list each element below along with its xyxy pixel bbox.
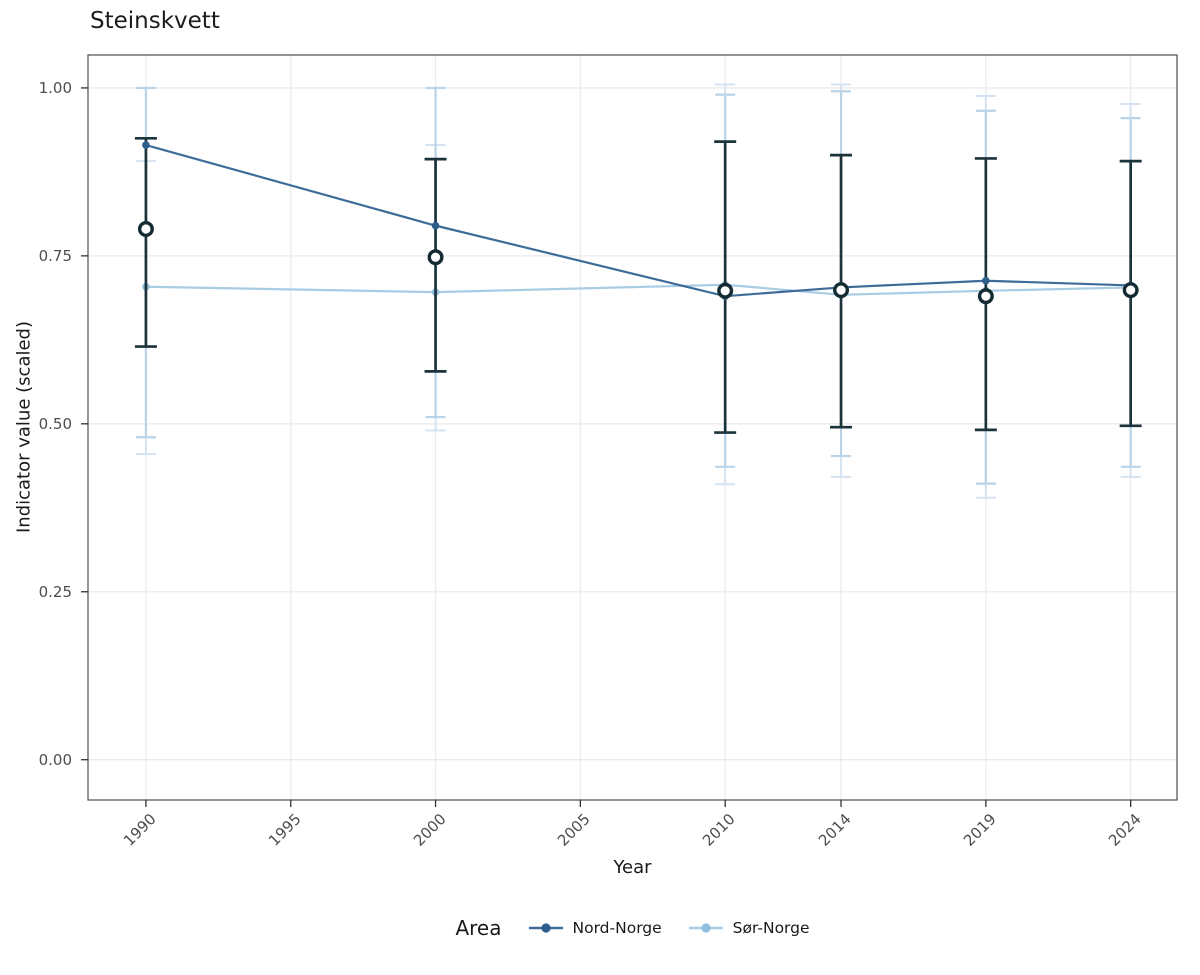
y-tick-label: 0.25: [38, 582, 72, 601]
legend-key-icon: [528, 923, 563, 933]
chart-title: Steinskvett: [90, 8, 220, 34]
legend-label: Nord-Norge: [572, 919, 662, 937]
y-tick-label: 0.50: [38, 414, 72, 433]
open-circle-markers: [137, 220, 1139, 305]
legend-item-sor-norge: Sør-Norge: [688, 919, 810, 937]
legend-label: Sør-Norge: [732, 919, 810, 937]
legend-key-icon: [688, 923, 723, 933]
y-tick-label: 0.75: [38, 246, 72, 265]
gridlines: [88, 55, 1177, 800]
legend-title: Area: [455, 916, 502, 940]
legend-item-nord-norge: Nord-Norge: [528, 919, 662, 937]
legend: Area Nord-Norge Sør-Norge: [88, 916, 1177, 940]
axis-tick-marks: [81, 87, 1132, 807]
sor-norge-line: [145, 283, 1131, 296]
y-tick-label: 0.00: [38, 750, 72, 769]
y-tick-label: 1.00: [38, 78, 72, 97]
panel-border: [87, 54, 1178, 801]
x-axis-label: Year: [613, 857, 652, 878]
nord-norge-line: [145, 143, 1131, 298]
nord-norge-errorbar: [134, 136, 1142, 434]
